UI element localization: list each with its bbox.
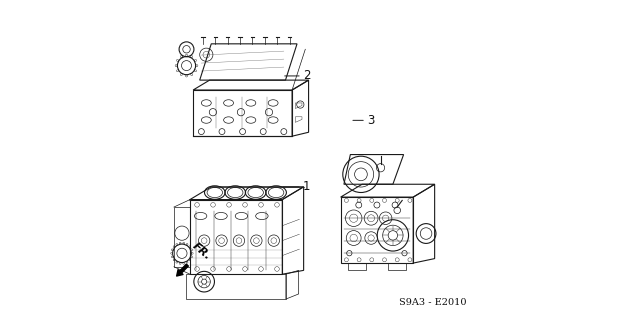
Text: S9A3 - E2010: S9A3 - E2010 <box>399 298 467 307</box>
Text: 1: 1 <box>303 180 310 194</box>
Text: 3: 3 <box>367 114 374 127</box>
Text: FR.: FR. <box>191 241 213 261</box>
Text: 2: 2 <box>303 69 310 83</box>
